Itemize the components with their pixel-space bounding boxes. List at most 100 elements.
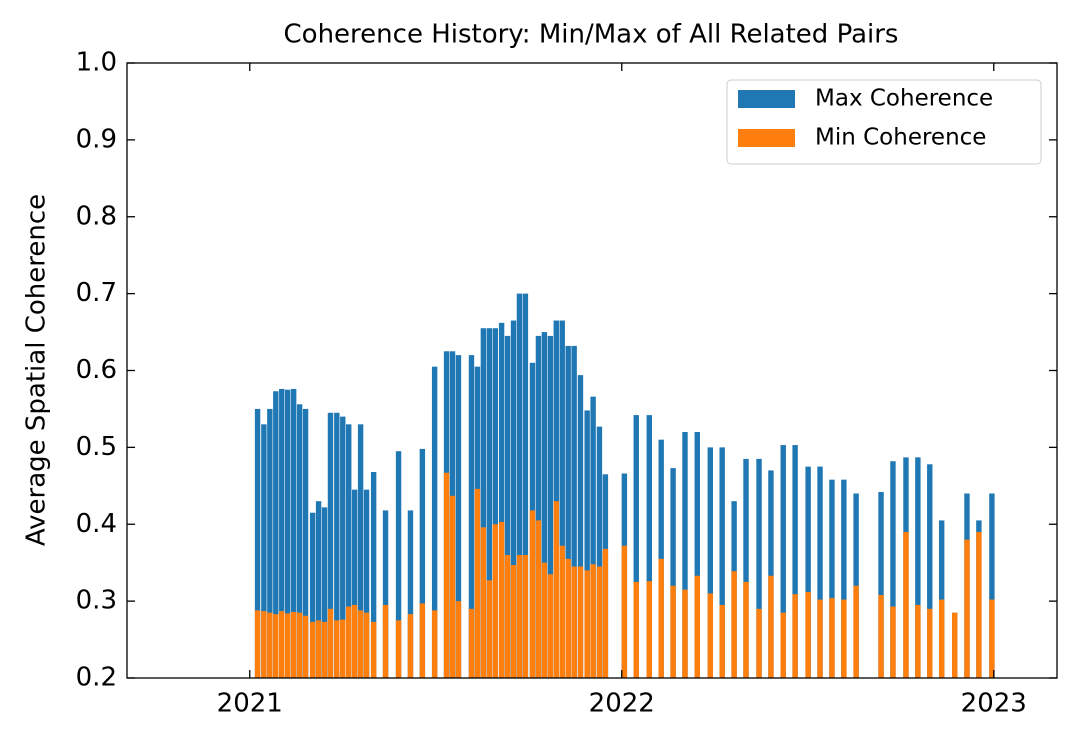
bar <box>915 457 921 678</box>
bar <box>682 589 688 678</box>
bar <box>261 611 267 678</box>
bar <box>346 606 352 678</box>
bar <box>285 389 291 678</box>
bar <box>547 574 554 678</box>
bar <box>890 461 896 678</box>
bar <box>719 604 725 678</box>
bar <box>571 345 577 678</box>
bar <box>780 612 786 678</box>
bar <box>841 599 847 678</box>
bar <box>792 445 798 678</box>
legend-swatch <box>738 129 795 147</box>
bar <box>254 408 261 678</box>
x-tick-label: 2022 <box>589 689 655 719</box>
y-tick-label: 0.8 <box>76 201 117 231</box>
bar <box>340 416 346 678</box>
bar <box>327 608 334 678</box>
legend-label: Min Coherence <box>815 125 986 151</box>
bar <box>363 612 370 678</box>
x-tick-label: 2023 <box>961 689 1027 719</box>
legend-box <box>726 79 1042 165</box>
bar <box>480 527 487 678</box>
bar <box>522 293 529 678</box>
bar <box>522 555 529 678</box>
bar <box>670 468 676 678</box>
bar <box>334 620 340 678</box>
bar <box>559 545 565 678</box>
bar <box>596 426 603 678</box>
bar <box>315 501 322 678</box>
bar <box>743 458 749 678</box>
bar <box>571 566 577 678</box>
bar <box>486 328 493 678</box>
bar <box>817 599 823 678</box>
bar <box>633 581 639 678</box>
bar <box>510 564 517 678</box>
bar <box>419 603 426 678</box>
bar <box>915 604 921 678</box>
bar <box>694 432 700 678</box>
bar <box>841 479 847 678</box>
bar <box>768 575 774 678</box>
bar <box>535 335 542 678</box>
x-tick-label: 2021 <box>217 689 283 719</box>
bar <box>577 566 584 678</box>
bar <box>694 575 700 678</box>
y-tick-label: 0.5 <box>76 432 117 462</box>
bar <box>261 424 267 678</box>
bar <box>279 611 285 678</box>
bar <box>334 412 340 678</box>
bar <box>395 451 402 678</box>
bar <box>602 548 609 678</box>
bar <box>480 328 487 678</box>
legend-swatch <box>738 90 795 108</box>
bar <box>273 614 279 678</box>
bar <box>363 489 370 678</box>
bar <box>938 520 945 678</box>
y-tick-label: 1.0 <box>76 48 117 78</box>
bar <box>756 608 762 678</box>
bar <box>743 581 749 678</box>
bar <box>707 447 713 678</box>
bar <box>878 594 884 678</box>
bar <box>529 510 536 678</box>
bar <box>468 355 475 678</box>
bar <box>492 524 498 678</box>
bar <box>351 489 358 678</box>
bar <box>590 396 596 678</box>
bar <box>792 594 798 678</box>
bar <box>351 604 358 678</box>
bar <box>357 610 364 678</box>
bar <box>504 335 511 678</box>
bar <box>927 608 933 678</box>
bar <box>878 491 884 678</box>
bar <box>989 493 995 678</box>
y-axis-label: Average Spatial Coherence <box>22 194 52 546</box>
bar <box>541 332 548 678</box>
bar <box>302 408 309 678</box>
bar <box>285 613 291 678</box>
bar <box>382 604 389 678</box>
bar <box>370 621 377 678</box>
bar <box>455 355 462 678</box>
bar <box>407 510 414 678</box>
bar <box>805 591 811 678</box>
bar <box>938 599 945 678</box>
bar <box>853 585 859 678</box>
bar <box>516 555 523 678</box>
bar <box>658 558 664 678</box>
y-tick-label: 0.6 <box>76 355 117 385</box>
bar <box>267 612 273 678</box>
y-tick-label: 0.7 <box>76 278 117 308</box>
bar <box>279 388 285 678</box>
bar <box>498 322 505 678</box>
bar <box>707 593 713 678</box>
bar <box>296 404 303 678</box>
bar <box>370 471 377 678</box>
bar <box>596 566 603 678</box>
bar <box>516 293 523 678</box>
bar <box>290 388 297 678</box>
bar <box>780 445 786 678</box>
bar <box>431 610 438 678</box>
